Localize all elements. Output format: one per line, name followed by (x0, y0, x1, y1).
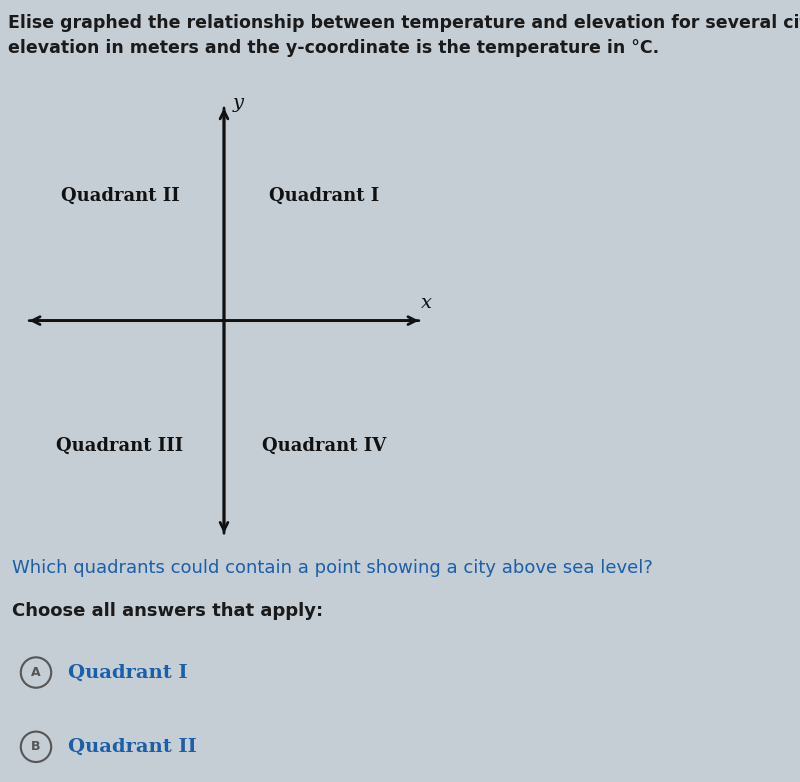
Text: Choose all answers that apply:: Choose all answers that apply: (12, 602, 323, 620)
Text: Quadrant II: Quadrant II (68, 737, 197, 756)
Text: B: B (31, 741, 41, 753)
Text: y: y (232, 94, 243, 112)
Text: A: A (31, 666, 41, 679)
Text: Which quadrants could contain a point showing a city above sea level?: Which quadrants could contain a point sh… (12, 559, 653, 577)
Text: x: x (421, 293, 432, 311)
Text: Quadrant III: Quadrant III (56, 436, 184, 454)
Text: Quadrant IV: Quadrant IV (262, 436, 386, 454)
Text: Elise graphed the relationship between temperature and elevation for several cit: Elise graphed the relationship between t… (8, 14, 800, 57)
Text: Quadrant I: Quadrant I (68, 663, 188, 682)
Text: Quadrant I: Quadrant I (269, 187, 379, 205)
Text: Quadrant II: Quadrant II (61, 187, 179, 205)
